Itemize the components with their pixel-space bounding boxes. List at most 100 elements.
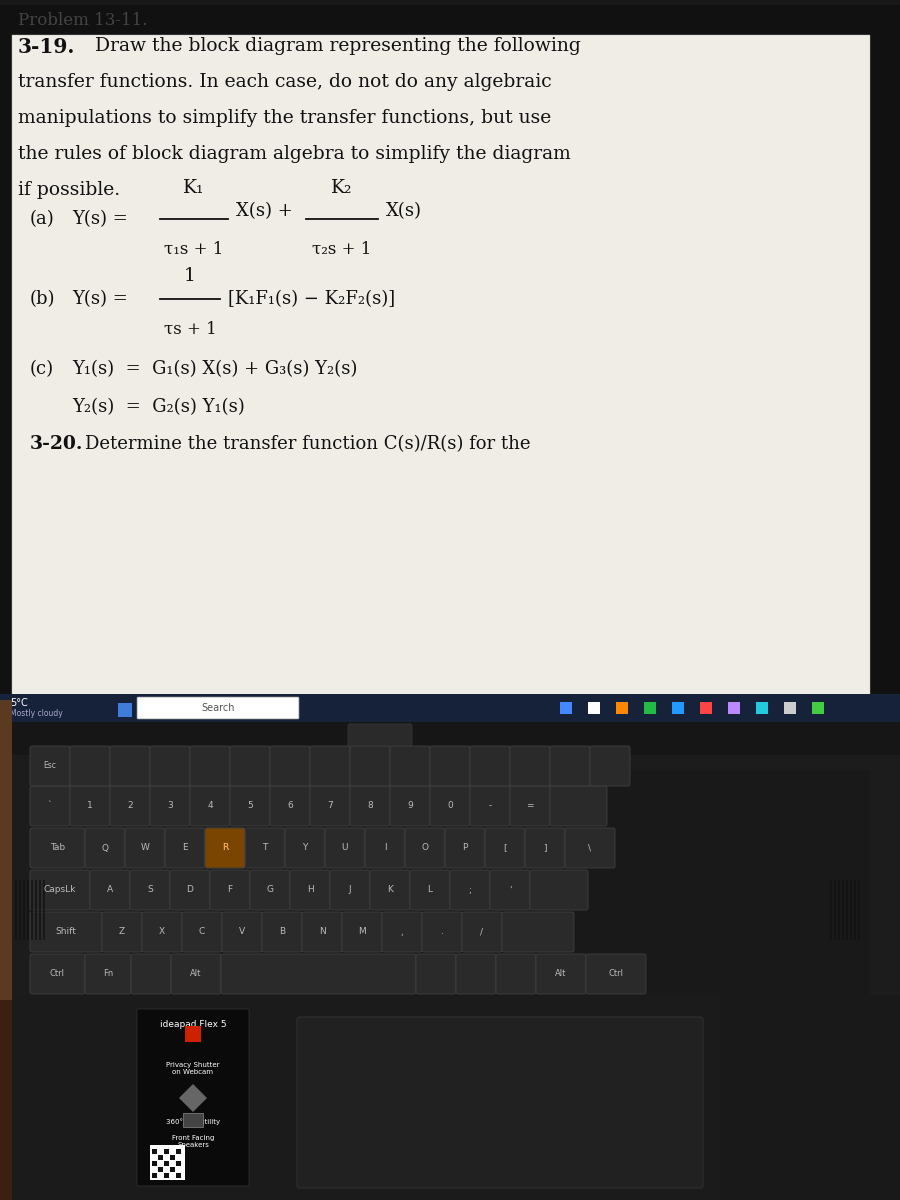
FancyBboxPatch shape [445,828,485,868]
Text: 3-19.: 3-19. [18,37,76,56]
Bar [854,880,856,940]
FancyBboxPatch shape [171,954,221,994]
Bar [0,755,900,1200]
Text: 6: 6 [287,802,292,810]
FancyBboxPatch shape [290,870,330,910]
FancyBboxPatch shape [170,870,210,910]
Bar [176,1174,181,1178]
Text: H: H [307,886,313,894]
Bar [158,1154,163,1160]
FancyBboxPatch shape [110,746,150,786]
Text: (a): (a) [30,210,55,228]
Text: Y: Y [302,844,308,852]
Bar [728,702,740,714]
FancyBboxPatch shape [496,954,536,994]
Text: 1: 1 [184,266,196,284]
FancyBboxPatch shape [590,746,630,786]
Bar [152,1162,157,1166]
Text: O: O [421,844,428,852]
FancyBboxPatch shape [586,954,646,994]
Bar [35,880,37,940]
Text: Y₁(s)  =  G₁(s) X(s) + G₃(s) Y₂(s): Y₁(s) = G₁(s) X(s) + G₃(s) Y₂(s) [72,360,357,378]
Text: τs + 1: τs + 1 [164,320,216,338]
Text: (c): (c) [30,360,54,378]
Bar [850,880,852,940]
FancyBboxPatch shape [342,912,382,952]
FancyBboxPatch shape [190,786,230,826]
FancyBboxPatch shape [510,786,550,826]
FancyBboxPatch shape [302,912,342,952]
Bar [588,702,600,714]
Text: if possible.: if possible. [18,181,120,199]
FancyBboxPatch shape [150,746,190,786]
FancyBboxPatch shape [190,746,230,786]
Text: M: M [358,928,366,936]
FancyBboxPatch shape [502,912,574,952]
FancyBboxPatch shape [30,828,85,868]
Bar [43,880,45,940]
Text: ;: ; [469,886,472,894]
FancyBboxPatch shape [150,786,190,826]
Text: Draw the block diagram representing the following: Draw the block diagram representing the … [95,37,580,55]
Bar [842,880,844,940]
FancyBboxPatch shape [470,746,510,786]
Bar [0,5,900,730]
FancyBboxPatch shape [470,786,510,826]
FancyBboxPatch shape [12,35,870,710]
Bar [0,694,900,722]
Text: 2: 2 [127,802,133,810]
FancyBboxPatch shape [137,697,299,719]
Text: Fn: Fn [103,970,113,978]
FancyBboxPatch shape [382,912,422,952]
FancyBboxPatch shape [405,828,445,868]
FancyBboxPatch shape [530,870,588,910]
Text: Search: Search [202,703,235,713]
Text: L: L [428,886,433,894]
Bar [720,995,900,1200]
FancyBboxPatch shape [165,828,205,868]
Text: 0: 0 [447,802,453,810]
Bar [838,880,840,940]
Text: S: S [147,886,153,894]
Bar [23,880,25,940]
Text: τ₁s + 1: τ₁s + 1 [165,241,224,258]
FancyBboxPatch shape [297,1018,703,1188]
Bar [185,1026,201,1042]
Bar [15,880,17,940]
Text: 9: 9 [407,802,413,810]
Text: Q: Q [102,844,109,852]
FancyBboxPatch shape [350,786,390,826]
FancyBboxPatch shape [348,724,412,750]
FancyBboxPatch shape [245,828,285,868]
Text: =: = [526,802,534,810]
FancyBboxPatch shape [182,912,222,952]
FancyBboxPatch shape [390,746,430,786]
FancyBboxPatch shape [430,786,470,826]
Bar [19,880,21,940]
FancyBboxPatch shape [310,786,350,826]
Polygon shape [179,1084,207,1112]
Bar [27,880,29,940]
Bar [616,702,628,714]
Text: X: X [159,928,165,936]
Text: Y(s) =: Y(s) = [72,210,128,228]
Text: the rules of block diagram algebra to simplify the diagram: the rules of block diagram algebra to si… [18,145,571,163]
Text: N: N [319,928,326,936]
Bar [164,1162,169,1166]
FancyBboxPatch shape [102,912,142,952]
Text: -: - [489,802,491,810]
FancyBboxPatch shape [456,954,496,994]
Bar [30,770,870,1000]
Text: Ctrl: Ctrl [50,970,65,978]
Text: ,: , [400,928,403,936]
FancyBboxPatch shape [110,786,150,826]
Bar [0,1000,12,1200]
FancyBboxPatch shape [125,828,165,868]
FancyBboxPatch shape [142,912,182,952]
Bar [0,700,12,1200]
Text: Y(s) =: Y(s) = [72,290,128,308]
Text: Alt: Alt [190,970,202,978]
FancyBboxPatch shape [205,828,245,868]
Text: 1: 1 [87,802,93,810]
Text: D: D [186,886,194,894]
